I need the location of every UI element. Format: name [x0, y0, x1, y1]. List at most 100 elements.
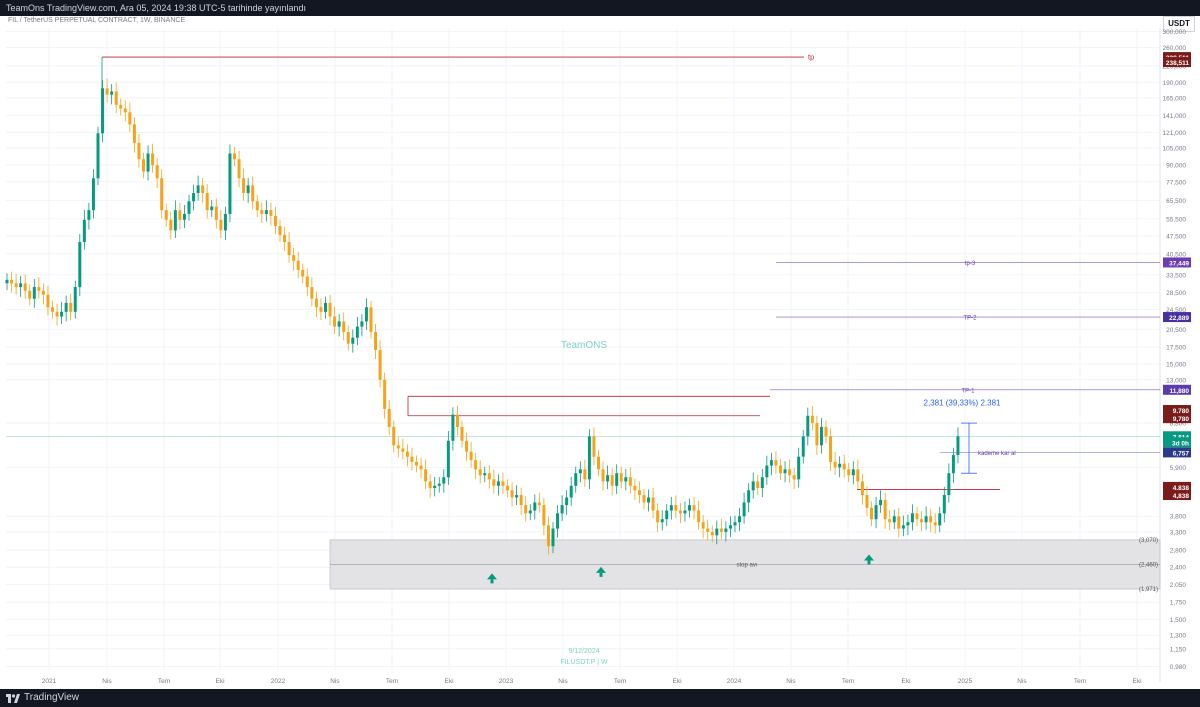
- candle: [310, 277, 314, 307]
- candle: [856, 459, 860, 490]
- candle: [801, 430, 805, 464]
- candle-body: [419, 465, 423, 470]
- candle-body: [37, 287, 41, 291]
- candle-body: [697, 510, 701, 523]
- up-arrow-icon: [487, 573, 497, 580]
- price-tag-text: 4,838: [1173, 493, 1190, 500]
- candle: [892, 509, 896, 530]
- candles: [5, 78, 960, 555]
- candle-body: [483, 473, 487, 476]
- candle-body: [260, 210, 264, 214]
- price-tag-bg: [1163, 447, 1191, 458]
- candle: [569, 476, 573, 506]
- publish-bar: TeamOns TradingView.com, Ara 05, 2024 19…: [0, 0, 1200, 16]
- candle-body: [647, 497, 651, 503]
- candle: [906, 514, 910, 536]
- candle-body: [942, 495, 946, 514]
- candle: [660, 510, 664, 531]
- price-chart[interactable]: TeamONS 9/12/2024 FILUSDT.P | W tp tp-3 TP-2…: [0, 0, 1200, 689]
- candle-body: [87, 210, 91, 220]
- candle-body: [137, 142, 141, 160]
- candle-body: [501, 481, 505, 486]
- candle-body: [819, 426, 823, 446]
- candle: [146, 145, 150, 181]
- price-tag: 3d 0h: [1163, 437, 1191, 448]
- candle: [19, 276, 23, 297]
- candle-body: [578, 469, 582, 474]
- candle: [583, 459, 587, 487]
- price-tag: 238,511: [1163, 57, 1191, 68]
- candle-body: [73, 287, 77, 312]
- up-arrow-stem: [867, 560, 871, 565]
- candle: [451, 407, 455, 451]
- candle: [870, 501, 873, 527]
- pair-label: FIL / TetherUS PERPETUAL CONTRACT, 1W, B…: [8, 17, 186, 24]
- candle-body: [469, 451, 473, 461]
- candle-body: [656, 510, 660, 523]
- candle: [328, 294, 332, 326]
- candle: [287, 232, 291, 263]
- candle: [465, 432, 469, 461]
- candle: [565, 490, 569, 515]
- candle: [392, 420, 396, 453]
- candle-body: [701, 522, 705, 529]
- candle: [719, 518, 723, 540]
- x-tick-label: Tem: [842, 678, 854, 685]
- candle: [506, 479, 509, 498]
- price-tag: 11,880: [1163, 384, 1191, 395]
- candle: [815, 415, 819, 456]
- candle-body: [897, 516, 901, 529]
- candle: [128, 102, 132, 132]
- candle: [560, 495, 564, 521]
- candle-body: [14, 283, 18, 288]
- candle-body: [587, 436, 591, 480]
- candle-body: [164, 210, 168, 220]
- y-tick-label: 77,500: [1166, 179, 1186, 186]
- candle-body: [324, 302, 327, 312]
- grid: [6, 28, 1161, 682]
- annotation-label: TP-1: [961, 388, 975, 394]
- annotation-label: (1,971): [1139, 587, 1158, 593]
- candle-body: [742, 502, 746, 517]
- candle: [351, 329, 355, 353]
- candle: [615, 464, 619, 495]
- candle-body: [838, 463, 842, 468]
- candle-body: [96, 133, 100, 179]
- candle-body: [351, 337, 355, 344]
- candle: [624, 469, 628, 491]
- currency-button[interactable]: USDT: [1163, 16, 1195, 32]
- tradingview-logo[interactable]: TradingView: [6, 689, 79, 707]
- candle: [806, 407, 810, 446]
- candle: [110, 84, 114, 105]
- candle: [396, 437, 400, 458]
- candle-body: [715, 528, 719, 536]
- candle-body: [269, 210, 273, 216]
- price-tag-text: 9,780: [1173, 408, 1190, 415]
- candle-body: [264, 210, 268, 214]
- candle: [228, 144, 232, 223]
- y-tick-label: 3,800: [1170, 514, 1187, 521]
- candle: [401, 438, 405, 460]
- candle: [387, 399, 391, 436]
- candle-body: [314, 298, 318, 308]
- candle-body: [132, 124, 136, 143]
- annotation-label: TP-2: [963, 316, 977, 322]
- watermark-brand: TeamONS: [561, 340, 607, 351]
- candle: [123, 100, 127, 122]
- candle: [556, 505, 560, 538]
- candle-body: [187, 201, 191, 214]
- candle: [419, 457, 423, 479]
- candle-body: [592, 436, 596, 457]
- candle: [269, 202, 273, 226]
- x-tick-label: Tem: [1074, 678, 1086, 685]
- stop-zone: [329, 539, 1161, 590]
- candle: [610, 467, 614, 496]
- candle: [879, 490, 883, 513]
- candle: [637, 481, 641, 504]
- candle-body: [797, 456, 801, 480]
- candle-body: [860, 481, 864, 496]
- y-tick-label: 65,500: [1166, 198, 1186, 205]
- candle-body: [155, 165, 159, 179]
- candle-body: [487, 473, 491, 480]
- candle: [546, 516, 550, 555]
